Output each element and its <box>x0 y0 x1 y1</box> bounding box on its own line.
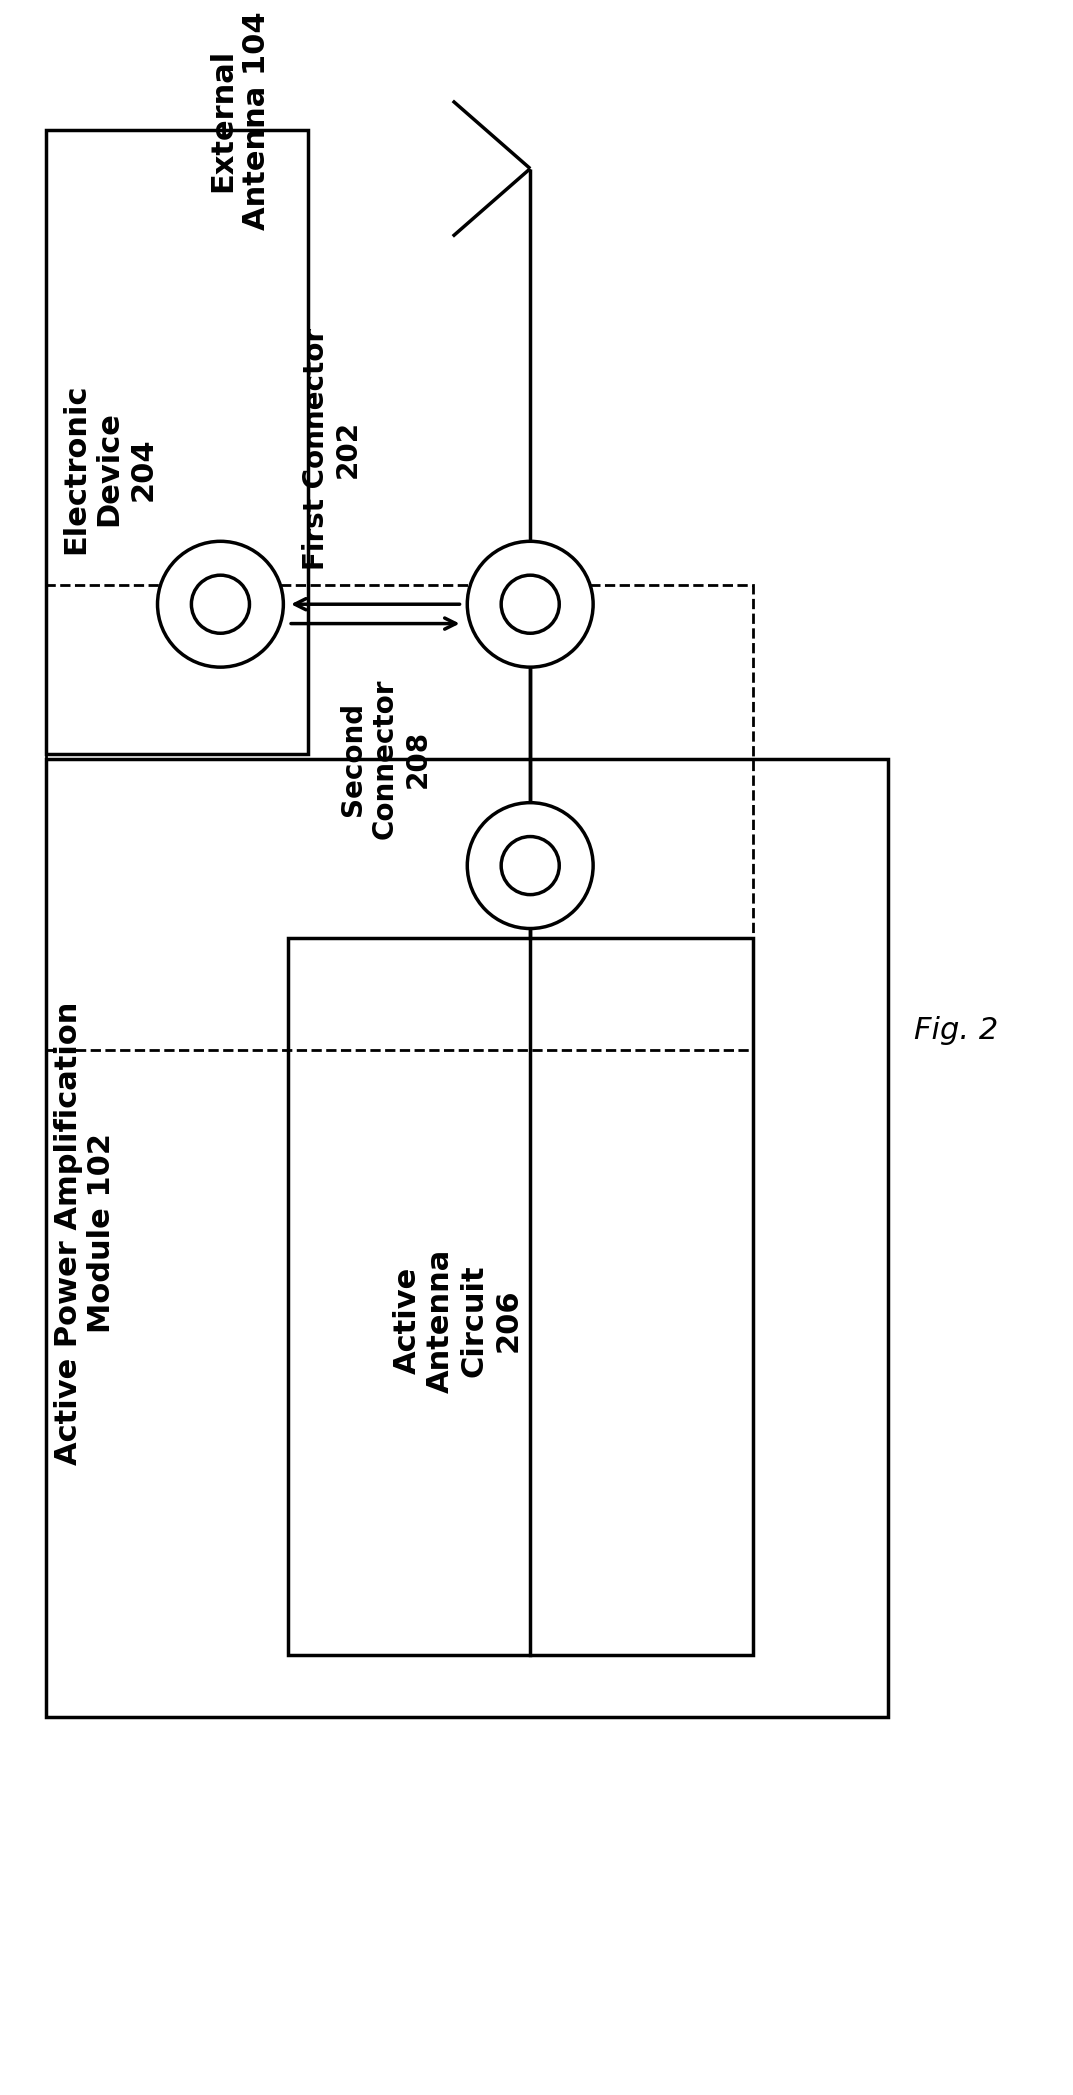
Circle shape <box>467 802 593 928</box>
Bar <box>46 585 753 1050</box>
Text: Active Power Amplification
Module 102: Active Power Amplification Module 102 <box>54 1001 116 1464</box>
Bar <box>46 130 308 754</box>
Text: External
Antenna 104: External Antenna 104 <box>208 10 271 230</box>
Text: Fig. 2: Fig. 2 <box>914 1016 998 1045</box>
Text: Electronic
Device
204: Electronic Device 204 <box>61 383 158 553</box>
Circle shape <box>191 576 250 633</box>
Circle shape <box>467 541 593 666</box>
Bar <box>289 939 753 1655</box>
Text: First Connector
202: First Connector 202 <box>302 329 362 570</box>
Text: Active
Antenna
Circuit
206: Active Antenna Circuit 206 <box>393 1249 523 1393</box>
Text: Second
Connector
208: Second Connector 208 <box>339 679 431 840</box>
Circle shape <box>501 836 559 895</box>
Circle shape <box>501 576 559 633</box>
Bar <box>46 758 888 1718</box>
Circle shape <box>158 541 283 666</box>
